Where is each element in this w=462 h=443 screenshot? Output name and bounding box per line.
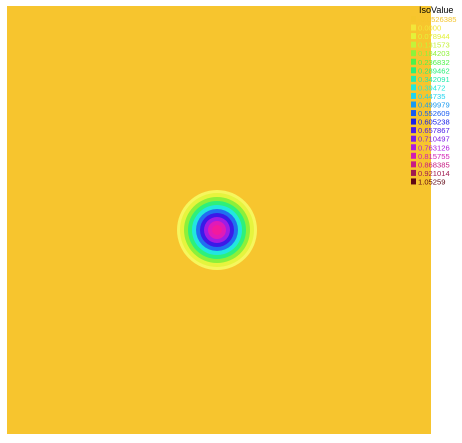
legend-swatch [411,169,416,176]
legend-label: 0.131573 [418,41,450,50]
legend-title: IsoValue [419,5,453,15]
legend-swatch [411,135,416,142]
legend-swatch [411,144,416,151]
legend-swatch [411,110,416,117]
legend-label: 0.236832 [418,58,450,67]
legend-label: 0.552609 [418,109,450,118]
legend-label: 0.289462 [418,66,450,75]
legend-swatch [411,67,416,74]
legend-swatch [411,152,416,159]
legend-swatch [411,118,416,125]
legend-swatch [411,41,416,48]
contour-ring [212,225,222,235]
legend-swatch [411,58,416,65]
legend-label: 0.605238 [418,118,450,127]
legend-label: 0.0000 [418,24,441,33]
legend-swatch [411,178,416,185]
legend-label: 0.868385 [418,160,450,169]
legend-items: -0.05263850.00000.0789440.1315730.184203… [411,15,456,186]
legend-swatch [411,75,416,82]
legend-label: 0.44735 [418,92,445,101]
legend-label: 1.05259 [418,177,445,186]
legend-label: 0.184203 [418,49,450,58]
legend-label: 0.657867 [418,126,450,135]
legend-swatch [411,101,416,108]
legend-swatch [411,33,416,40]
legend-label: 0.499979 [418,101,450,110]
legend-label: 0.078944 [418,32,450,41]
legend-swatch [411,84,416,91]
contour-rings [177,190,257,270]
legend-label: 0.763126 [418,143,450,152]
legend-swatch [411,16,416,22]
legend-swatch [411,92,416,99]
legend-label: 0.710497 [418,135,450,144]
legend-label: 0.815755 [418,152,450,161]
legend-swatch [411,24,416,31]
legend-swatch [411,127,416,134]
legend-label: 0.39472 [418,83,445,92]
legend-label: 0.921014 [418,169,450,178]
legend: IsoValue -0.05263850.00000.0789440.13157… [411,5,456,186]
legend-label: 0.342091 [418,75,450,84]
legend-swatch [411,50,416,57]
legend-swatch [411,161,416,168]
legend-label: -0.0526385 [418,15,456,24]
